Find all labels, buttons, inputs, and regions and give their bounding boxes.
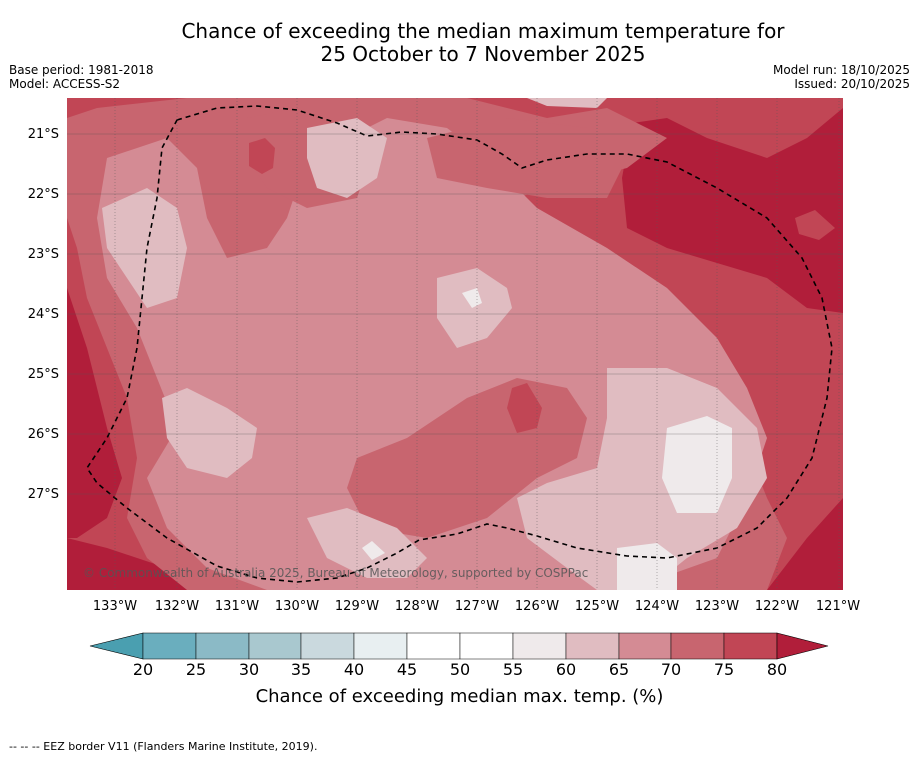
region-60-65-center [437,268,512,348]
region-above80-southeast [767,498,843,590]
colorbar-extend-high [776,632,829,660]
colorbar-tick: 65 [608,660,630,679]
region-60-65-northwest [102,188,187,308]
probability-map [67,98,843,590]
eez-legend-note: -- -- -- EEZ border V11 (Flanders Marine… [9,740,318,753]
colorbar-bin-45-50 [406,632,461,660]
chart-title-line1: Chance of exceeding the median maximum t… [181,19,785,43]
model-run: Model run: 18/10/2025 [772,63,910,77]
colorbar-tick: 30 [238,660,260,679]
lat-label: 22°S [27,187,59,202]
region-70-75-northeast [427,118,627,198]
colorbar-tick: 55 [502,660,524,679]
lat-label: 24°S [27,307,59,322]
graticule [114,98,840,590]
lat-label: 25°S [27,367,59,382]
colorbar-extend-low [89,632,144,660]
lon-label: 122°W [754,599,800,614]
lon-label: 126°W [514,599,560,614]
region-55-60-south [362,541,385,560]
lat-label: 26°S [27,427,59,442]
region-60-65-south [307,508,427,578]
base-period: Base period: 1981-2018 [9,63,154,77]
lon-label: 124°W [634,599,680,614]
region-above80-northeast [622,108,843,313]
meta-right: Model run: 18/10/2025 Issued: 20/10/2025 [773,63,910,91]
colorbar-tick: 20 [132,660,154,679]
colorbar-bin-55-60 [512,632,567,660]
lon-label: 131°W [214,599,260,614]
lon-label: 123°W [694,599,740,614]
colorbar-bin-75-80 [723,632,778,660]
region-55-60-southeast [617,543,677,590]
colorbar-tick: 35 [290,660,312,679]
patch-75-80-central [507,383,542,433]
region-60-65-north [307,118,387,198]
issued-date: Issued: 20/10/2025 [794,77,910,91]
colorbar-bin-65-70 [618,632,672,660]
eez-border [86,105,833,583]
lon-label: 127°W [454,599,500,614]
colorbar-label: Chance of exceeding median max. temp. (%… [255,686,664,707]
lat-label: 21°S [27,127,59,142]
colorbar-tick: 45 [396,660,418,679]
colorbar-bin-40-45 [353,632,408,660]
lon-label: 129°W [334,599,380,614]
colorbar-bin-50-55 [459,632,514,660]
lon-label: 132°W [154,599,200,614]
model-name: Model: ACCESS-S2 [9,77,121,91]
lon-label: 133°W [92,599,138,614]
colorbar-bin-30-35 [248,632,302,660]
latitude-lines [67,133,843,495]
colorbar-bin-60-65 [565,632,620,660]
colorbar-bin-70-75 [670,632,725,660]
colorbar-tick: 60 [555,660,577,679]
meta-left: Base period: 1981-2018 Model: ACCESS-S2 [9,63,154,91]
patch-75-80-north [249,138,275,174]
colorbar-tick: 40 [343,660,365,679]
lon-label: 128°W [394,599,440,614]
colorbar-tick: 25 [185,660,207,679]
chart-title-line2: 25 October to 7 November 2025 [320,42,646,66]
region-above80-west [67,288,122,538]
colorbar-tick: 80 [766,660,788,679]
colorbar [89,632,829,660]
colorbar-bin-25-30 [195,632,250,660]
patch-75-80-east [795,210,835,240]
region-60-65-west [162,388,257,478]
lon-label: 130°W [274,599,320,614]
lon-label: 125°W [574,599,620,614]
region-55-60-east [662,416,732,513]
colorbar-bin-35-40 [300,632,355,660]
colorbar-tick: 75 [713,660,735,679]
lat-label: 27°S [27,487,59,502]
lon-label: 121°W [815,599,861,614]
colorbar-bin-20-25 [142,632,197,660]
colorbar-tick: 50 [449,660,471,679]
copyright-notice: © Commonwealth of Australia 2025, Bureau… [83,566,589,580]
region-60-65-north-edge [527,98,607,108]
lat-label: 23°S [27,247,59,262]
colorbar-tick: 70 [660,660,682,679]
